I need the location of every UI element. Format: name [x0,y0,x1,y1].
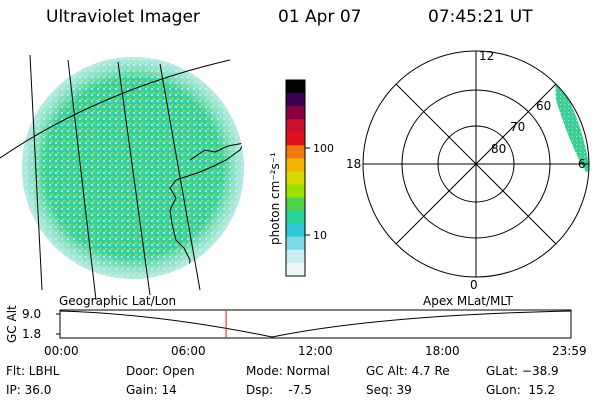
colorbar-swatch [286,145,305,159]
colorbar-swatch [286,262,305,277]
time-label: 07:45:21 UT [428,7,533,27]
colorbar-swatch [286,223,305,238]
info-door: Door: Open [126,364,195,378]
lat-label-80: 80 [491,142,506,156]
mlt-label-18: 18 [346,157,361,171]
time-tick-3: 18:00 [425,344,460,358]
lat-label-70: 70 [510,120,525,134]
mlt-label-12: 12 [479,49,494,63]
info-dsp: Dsp: -7.5 [246,383,312,397]
colorbar-swatch [286,80,305,94]
colorbar-swatch [286,236,305,251]
info-seq: Seq: 39 [366,383,412,397]
polar-plot: 12 0 18 6 60 70 80 [346,49,590,292]
colorbar-swatch [286,119,305,133]
alt-tick-min: 1.8 [22,327,41,341]
info-mode: Mode: Normal [246,364,330,378]
mlt-label-0: 0 [470,278,478,292]
colorbar-swatch [286,132,305,146]
colorbar-frame [285,79,306,277]
app-title: Ultraviolet Imager [46,7,200,27]
time-tick-2: 12:00 [298,344,333,358]
graticule [0,54,231,301]
colorbar-swatch [286,93,305,107]
altitude-curve [59,310,572,338]
lat-label-60: 60 [536,99,551,113]
left-panel-caption: Geographic Lat/Lon [59,294,176,308]
colorbar-swatch [286,210,305,225]
info-glat: GLat: −38.9 [486,364,559,378]
alt-ylabel: GC Alt [5,305,19,343]
right-panel-caption: Apex MLat/MLT [423,294,513,308]
colorbar-swatch [286,249,305,264]
mlt-label-6: 6 [578,157,586,171]
colorbar [285,79,306,277]
colorbar-swatch [286,171,305,186]
colorbar-tick-10: 10 [313,229,327,242]
colorbar-swatch [286,184,305,199]
geographic-disk [0,54,244,301]
date-label: 01 Apr 07 [278,7,362,27]
colorbar-swatch [286,158,305,172]
info-glon: GLon: 15.2 [486,383,556,397]
info-gcalt: GC Alt: 4.7 Re [366,364,450,378]
colorbar-swatch [286,106,305,120]
coastline [169,142,244,276]
colorbar-unit-label: photon cm⁻²s⁻¹ [268,152,282,245]
alt-tick-max: 9.0 [22,307,41,321]
time-tick-4: 23:59 [552,344,587,358]
altitude-plot [56,309,572,339]
colorbar-tick-100: 100 [313,142,334,155]
time-tick-0: 00:00 [44,344,79,358]
colorbar-swatch [286,197,305,212]
info-gain: Gain: 14 [126,383,177,397]
time-tick-1: 06:00 [171,344,206,358]
info-flt: Flt: LBHL [6,364,60,378]
polar-aurora [555,78,589,172]
info-ip: IP: 36.0 [6,383,52,397]
